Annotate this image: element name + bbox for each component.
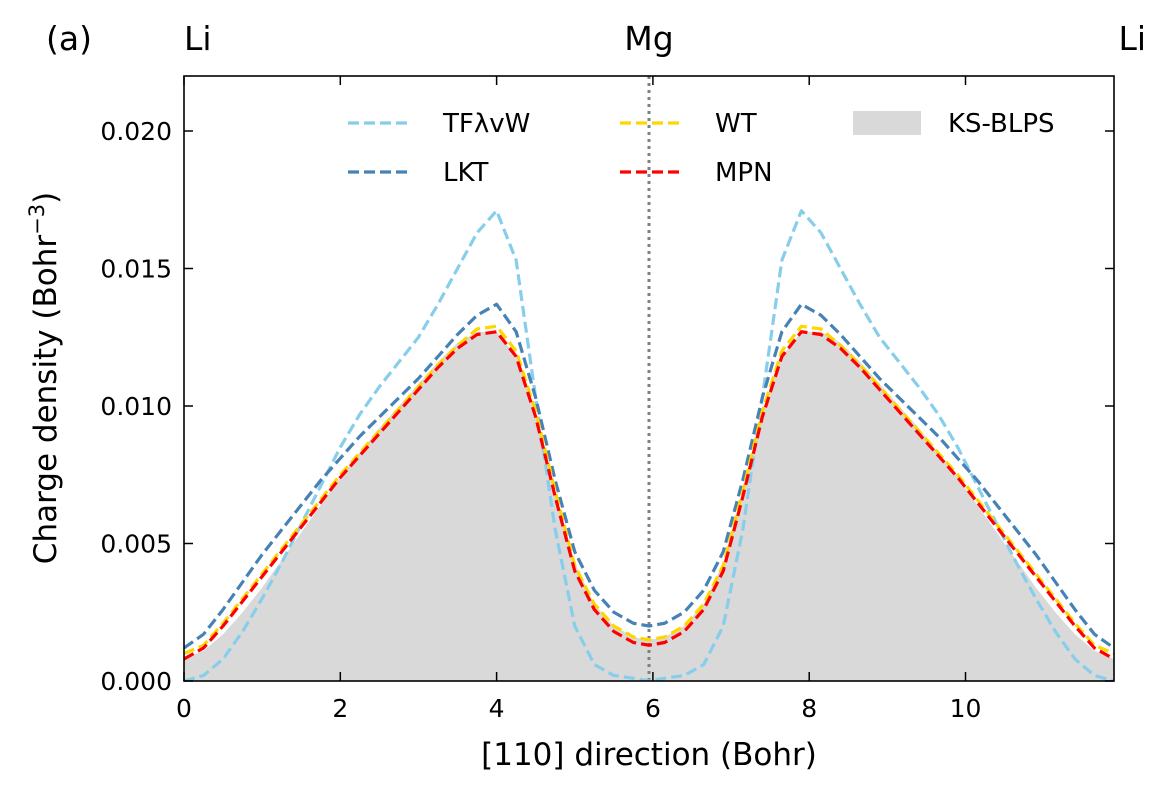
y-axis-label-main: Charge density (Bohr — [28, 235, 64, 565]
x-axis-ticks: 0 2 4 6 8 10 — [176, 76, 981, 723]
y-axis-label: Charge density (Bohr−3) — [25, 192, 64, 564]
plot-frame — [183, 75, 1115, 682]
x-tick-label: 2 — [332, 694, 348, 723]
legend-label: KS-BLPS — [948, 109, 1055, 139]
legend-label: LKT — [443, 158, 489, 188]
legend: TFλvW LKT WT MPN KS-BLPS — [348, 109, 1055, 188]
x-tick-label: 4 — [489, 694, 505, 723]
atom-label: Li — [1118, 19, 1146, 58]
series-area-ks-blps — [184, 331, 1114, 681]
line-layer — [184, 209, 1114, 681]
legend-swatch-ks-blps — [853, 111, 921, 135]
series-line-mpn — [184, 330, 1114, 661]
x-tick-label: 8 — [801, 694, 817, 723]
legend-label: WT — [715, 109, 757, 139]
y-tick-label: 0.005 — [100, 530, 172, 559]
series-line-lkt — [184, 302, 1114, 650]
y-tick-label: 0.000 — [100, 667, 172, 696]
atom-label: Li — [184, 19, 212, 58]
series-line-tf-vw — [184, 209, 1114, 681]
y-axis-label-sup: −3 — [25, 204, 49, 235]
x-axis-label: [110] direction (Bohr) — [481, 737, 817, 773]
x-tick-label: 0 — [176, 694, 192, 723]
legend-label: MPN — [715, 158, 773, 188]
y-axis-ticks: 0.000 0.005 0.010 0.015 0.020 — [100, 117, 1114, 696]
y-tick-label: 0.010 — [100, 392, 172, 421]
y-axis-label-close: ) — [28, 192, 64, 204]
panel-label: (a) — [46, 19, 92, 58]
legend-label: TFλvW — [442, 109, 530, 139]
fill-layer — [184, 331, 1114, 681]
x-tick-label: 10 — [950, 694, 982, 723]
atom-label: Mg — [624, 19, 673, 58]
y-tick-label: 0.015 — [100, 255, 172, 284]
series-line-wt — [184, 324, 1114, 655]
atom-labels: Li Mg Li — [184, 19, 1146, 58]
y-tick-label: 0.020 — [100, 117, 172, 146]
x-tick-label: 6 — [645, 694, 661, 723]
